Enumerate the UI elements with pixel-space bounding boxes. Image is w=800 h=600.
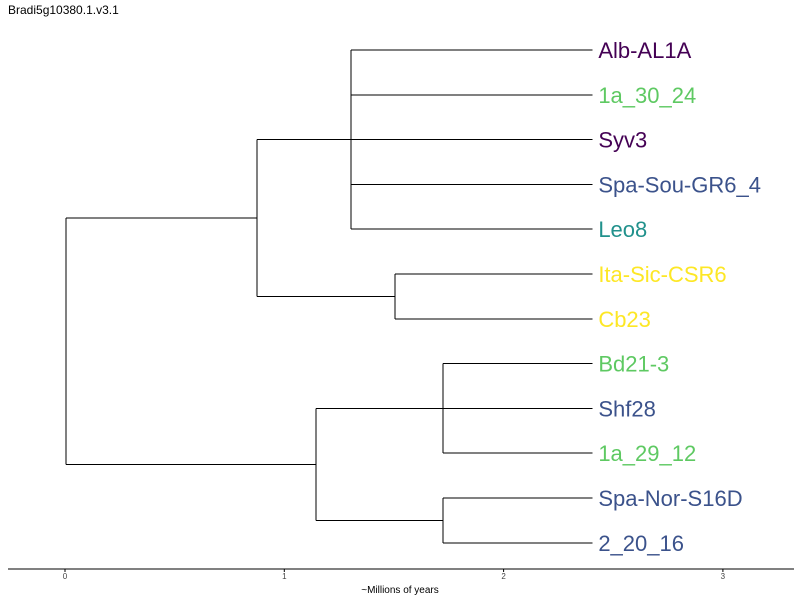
axis-label: ~Millions of years: [361, 585, 439, 596]
axis-ticks: 0 1 2 3: [63, 569, 726, 581]
leaf-label: Spa-Sou-GR6_4: [598, 172, 761, 197]
leaf-label: Bd21-3: [598, 352, 669, 377]
tree-branches: [65, 49, 593, 544]
leaf-label: Shf28: [598, 396, 656, 421]
leaf-label: 2_20_16: [598, 531, 684, 556]
leaf-label: 1a_29_12: [598, 441, 696, 466]
leaf-label: 1a_30_24: [598, 83, 696, 108]
leaf-label: Ita-Sic-CSR6: [598, 262, 726, 287]
axis-tick-label: 3: [721, 572, 726, 581]
leaf-label: Leo8: [598, 217, 647, 242]
leaf-label: Spa-Nor-S16D: [598, 486, 742, 511]
axis-tick-label: 1: [282, 572, 287, 581]
leaf-label: Cb23: [598, 307, 651, 332]
tree-leaf-labels: Alb-AL1A 1a_30_24 Syv3 Spa-Sou-GR6_4 Leo8 Ita…: [598, 38, 761, 556]
leaf-label: Syv3: [598, 128, 647, 153]
axis-tick-label: 2: [501, 572, 506, 581]
axis-tick-label: 0: [63, 572, 68, 581]
leaf-label: Alb-AL1A: [598, 38, 691, 63]
time-axis: 0 1 2 3 ~Millions of years: [8, 568, 794, 596]
tree-title: Bradi5g10380.1.v3.1: [8, 3, 119, 17]
